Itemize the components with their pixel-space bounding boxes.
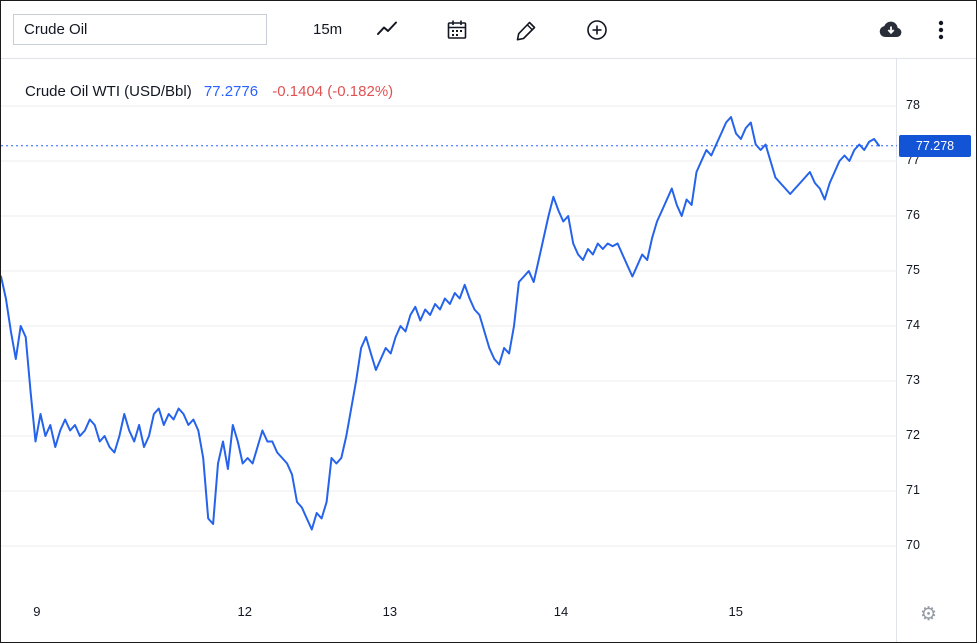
draw-icon[interactable]: [510, 13, 544, 47]
calendar-icon[interactable]: [440, 13, 474, 47]
y-axis-label: 70: [906, 538, 920, 552]
interval-selector[interactable]: 15m: [313, 21, 343, 38]
x-axis: 9 12 13 14 15: [1, 604, 897, 624]
price-line: [1, 116, 880, 531]
settings-gear-icon[interactable]: ⚙: [920, 603, 938, 625]
x-axis-label: 15: [728, 604, 743, 619]
x-axis-label: 12: [237, 604, 252, 619]
x-axis-label: 14: [553, 604, 569, 619]
x-axis-label: 13: [382, 604, 398, 619]
toolbar: 15m: [1, 1, 976, 59]
add-icon[interactable]: [580, 13, 614, 47]
symbol-search-input[interactable]: [13, 14, 267, 45]
instrument-title: Crude Oil WTI (USD/Bbl): [25, 83, 192, 100]
chart-legend: Crude Oil WTI (USD/Bbl) 77.2776 -0.1404 …: [25, 83, 393, 100]
price-chart-canvas[interactable]: [1, 59, 897, 643]
y-axis-label: 75: [906, 263, 920, 277]
y-axis-label: 73: [906, 373, 920, 387]
y-axis-label: 71: [906, 483, 920, 497]
price-axis[interactable]: 77.278 ⚙ 70 71 72 73 74 75 76 77 78: [898, 59, 976, 642]
more-menu-icon[interactable]: [924, 13, 958, 47]
x-axis-label: 9: [33, 604, 41, 619]
price-change: -0.1404 (-0.182%): [272, 83, 394, 100]
y-axis-label: 74: [906, 318, 920, 332]
y-axis-label: 78: [906, 98, 920, 112]
line-chart-icon[interactable]: [370, 13, 404, 47]
last-price: 77.2776: [203, 83, 259, 100]
download-icon[interactable]: [874, 13, 908, 47]
y-axis-label: 76: [906, 208, 920, 222]
chart-area: Crude Oil WTI (USD/Bbl) 77.2776 -0.1404 …: [1, 59, 897, 642]
y-axis-label: 72: [906, 428, 920, 442]
current-price-badge: 77.278: [899, 134, 971, 157]
